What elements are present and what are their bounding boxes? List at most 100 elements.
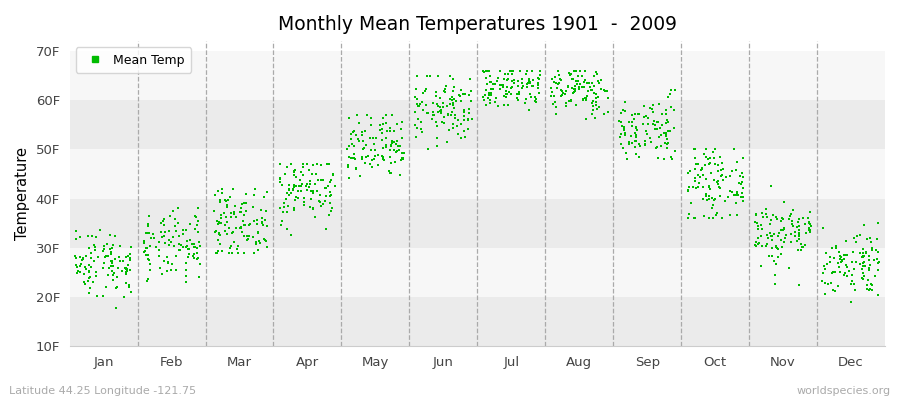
Point: [213, 232, 228, 238]
Point: [832, 268, 847, 275]
Point: [816, 225, 831, 232]
Point: [302, 178, 317, 184]
Point: [528, 99, 543, 105]
Point: [448, 114, 463, 121]
Point: [304, 188, 319, 194]
Point: [704, 169, 718, 176]
Point: [600, 108, 615, 115]
Point: [139, 245, 153, 251]
Point: [523, 80, 537, 86]
Point: [287, 207, 302, 213]
Point: [247, 192, 261, 198]
Point: [555, 92, 570, 98]
Point: [375, 126, 390, 132]
Point: [105, 258, 120, 264]
Point: [429, 88, 444, 95]
Point: [68, 228, 83, 234]
Point: [114, 267, 129, 274]
Point: [734, 194, 749, 200]
Point: [119, 280, 133, 286]
Point: [373, 122, 387, 128]
Point: [770, 233, 785, 240]
Point: [660, 136, 674, 142]
Point: [498, 102, 512, 108]
Point: [747, 242, 761, 248]
Point: [862, 267, 877, 273]
Point: [364, 157, 379, 164]
Point: [220, 204, 234, 210]
Point: [353, 172, 367, 179]
Point: [229, 214, 243, 220]
Point: [366, 140, 381, 147]
Point: [580, 93, 594, 100]
Point: [696, 196, 710, 202]
Point: [506, 68, 520, 74]
Point: [78, 253, 93, 259]
Point: [120, 271, 134, 278]
Point: [650, 118, 664, 125]
Point: [341, 175, 356, 181]
Point: [179, 226, 194, 233]
Point: [318, 185, 332, 191]
Point: [791, 247, 806, 253]
Point: [141, 213, 156, 219]
Point: [659, 120, 673, 126]
Point: [549, 104, 563, 110]
Point: [431, 109, 446, 115]
Point: [650, 126, 664, 132]
Point: [626, 139, 640, 146]
Point: [154, 229, 168, 236]
Point: [430, 135, 445, 142]
Point: [667, 124, 681, 131]
Point: [286, 169, 301, 175]
Point: [142, 267, 157, 273]
Point: [239, 233, 254, 240]
Point: [369, 134, 383, 141]
Point: [547, 79, 562, 86]
Point: [324, 192, 338, 198]
Point: [408, 94, 422, 100]
Point: [708, 212, 723, 219]
Point: [211, 248, 225, 254]
Point: [598, 87, 612, 93]
Point: [461, 116, 475, 122]
Point: [856, 250, 870, 256]
Point: [653, 132, 668, 138]
Point: [776, 216, 790, 222]
Point: [223, 194, 238, 200]
Point: [638, 128, 652, 135]
Point: [239, 236, 254, 243]
Point: [734, 190, 749, 196]
Point: [695, 165, 709, 171]
Point: [341, 164, 356, 170]
Point: [140, 223, 155, 229]
Point: [219, 214, 233, 220]
Point: [552, 72, 566, 78]
Point: [549, 111, 563, 118]
Point: [383, 142, 398, 148]
Point: [832, 256, 847, 262]
Point: [442, 127, 456, 133]
Point: [497, 76, 511, 82]
Point: [871, 259, 886, 265]
Point: [158, 258, 172, 264]
Point: [661, 128, 675, 134]
Point: [637, 114, 652, 120]
Point: [213, 220, 228, 226]
Point: [393, 143, 408, 149]
Point: [482, 90, 497, 96]
Point: [724, 189, 739, 196]
Point: [168, 228, 183, 234]
Point: [346, 128, 360, 135]
Point: [626, 112, 640, 118]
Point: [515, 76, 529, 82]
Point: [90, 254, 104, 260]
Point: [850, 232, 864, 239]
Point: [440, 139, 454, 145]
Point: [683, 167, 698, 174]
Point: [840, 264, 854, 270]
Point: [141, 230, 156, 236]
Point: [631, 111, 645, 117]
Point: [252, 238, 266, 244]
Point: [547, 92, 562, 99]
